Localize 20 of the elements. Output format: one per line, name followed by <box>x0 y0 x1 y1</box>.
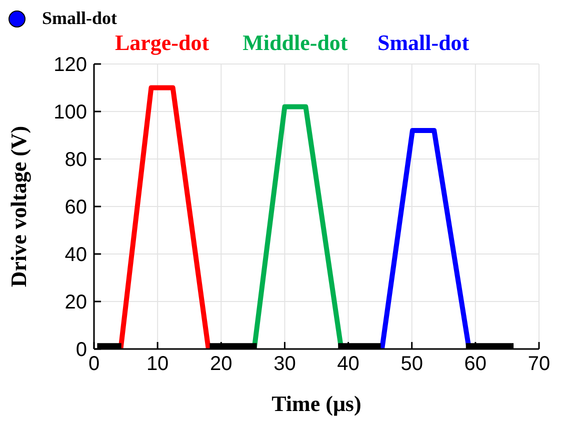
x-tick-label: 70 <box>528 353 550 376</box>
x-axis-title: Time (μs) <box>272 391 362 416</box>
x-tick-label: 10 <box>146 353 169 376</box>
y-tick-label: 80 <box>64 149 87 172</box>
y-axis-title: Drive voltage (V) <box>6 126 31 288</box>
y-tick-label: 20 <box>64 292 87 314</box>
x-tick-label: 40 <box>337 353 360 376</box>
text: Small-dot <box>377 30 470 56</box>
text: Small-dot <box>42 8 118 29</box>
x-tick-label: 50 <box>400 353 423 376</box>
y-tick-label: 0 <box>76 339 87 362</box>
x-tick-label: 20 <box>210 353 232 376</box>
x-tick-label: 60 <box>464 353 487 376</box>
y-tick-label: 120 <box>54 54 87 76</box>
text: Middle-dot <box>242 30 348 56</box>
y-tick-label: 100 <box>54 102 87 124</box>
x-tick-label: 30 <box>274 353 296 376</box>
y-tick-label: 40 <box>64 244 87 266</box>
y-tick-label: 60 <box>64 196 87 219</box>
text: Large-dot <box>114 30 210 56</box>
